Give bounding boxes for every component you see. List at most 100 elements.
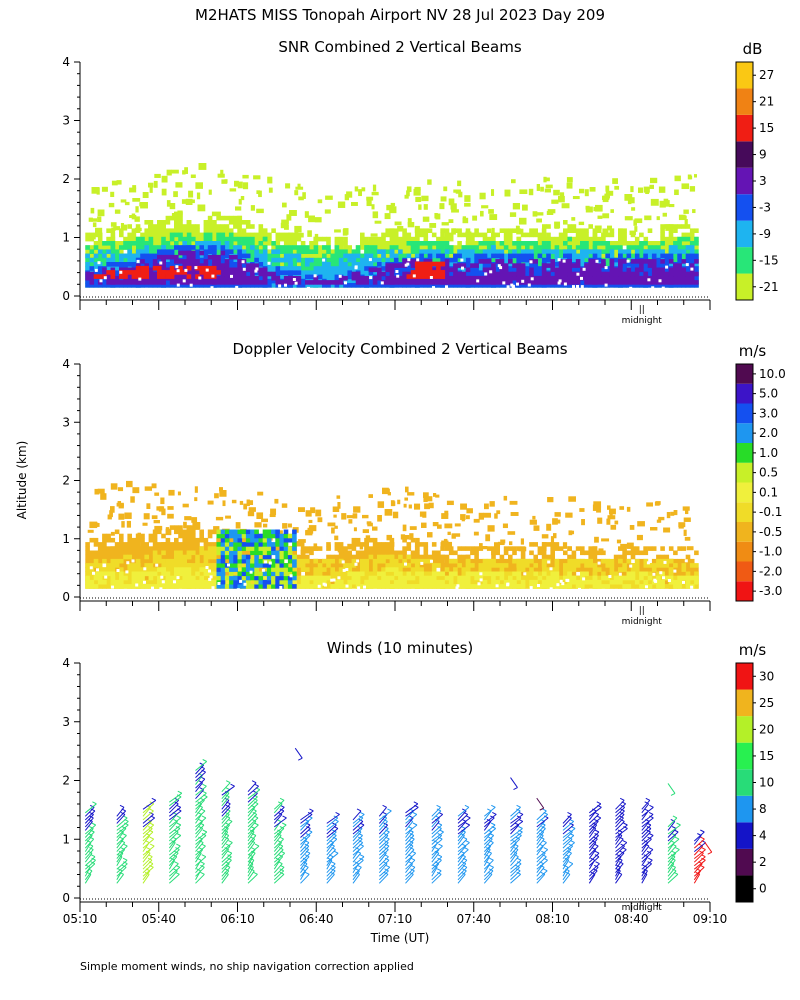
heatmap-speckle [572,196,580,200]
heatmap-speckle [284,224,289,230]
heatmap-cell [580,236,585,242]
heatmap-speckle [116,180,122,185]
heatmap-cell [182,228,187,233]
heatmap-cell [381,232,386,238]
heatmap-cell [216,215,221,221]
heatmap-cell [584,241,589,246]
heatmap-cell [97,236,103,242]
heatmap-cell [102,249,107,254]
heatmap-cell [279,274,285,280]
heatmap-cell [478,241,484,246]
heatmap-cell [326,257,331,263]
heatmap-cell [224,245,230,250]
heatmap-speckle [154,173,161,178]
heatmap-cell [622,241,627,246]
heatmap-cell [457,266,462,271]
heatmap-cell [668,224,674,229]
heatmap-cell [478,262,484,267]
heatmap-cell [152,249,158,254]
heatmap-cell [440,241,446,246]
heatmap-cell [592,228,598,233]
heatmap-speckle [175,182,183,188]
heatmap-cell [448,249,454,254]
heatmap-cell [512,249,517,254]
heatmap-speckle [604,193,611,199]
heatmap-cell [465,249,471,254]
heatmap-cell [245,224,251,229]
heatmap-cell [334,262,340,267]
heatmap-cell [601,245,606,250]
heatmap-speckle [551,199,559,204]
heatmap-cell [288,253,293,259]
heatmap-cell [495,241,500,246]
heatmap-speckle [111,227,116,232]
heatmap-cell [520,245,526,250]
heatmap-cell [199,232,204,238]
heatmap-cell [685,232,691,238]
heatmap-cell [588,236,593,242]
heatmap-cell [271,266,276,271]
heatmap-cell [478,249,484,254]
heatmap-cell [165,257,171,263]
heatmap-speckle [488,209,494,214]
heatmap-speckle [366,196,374,201]
heatmap-cell [529,245,534,250]
heatmap-cell [410,253,416,259]
heatmap-cell [245,245,251,250]
heatmap-speckle [371,191,379,196]
heatmap-speckle [692,209,696,214]
heatmap-cell [228,220,234,225]
heatmap-speckle [286,214,292,221]
heatmap-cell [296,266,302,271]
heatmap-cell [571,241,577,246]
heatmap-cell [406,249,412,254]
heatmap-cell [262,249,268,254]
heatmap-cell [512,228,517,233]
heatmap-cell [343,253,348,259]
heatmap-speckle [631,197,635,204]
heatmap-speckle [344,194,350,201]
heatmap-cell [571,249,577,254]
heatmap-speckle [644,215,652,221]
heatmap-speckle [515,225,520,229]
heatmap-cell [127,253,132,259]
heatmap-cell [148,249,154,254]
heatmap-cell [338,245,344,250]
heatmap-speckle [229,188,237,192]
heatmap-cell [402,241,407,246]
heatmap-cell [474,241,479,246]
heatmap-cell [271,245,276,250]
heatmap-cell [212,224,217,229]
heatmap-cell [630,253,636,259]
heatmap-speckle [181,199,188,204]
heatmap-cell [580,262,585,267]
heatmap-cell [377,236,382,242]
heatmap-cell [237,245,243,250]
heatmap-cell [283,253,289,259]
heatmap-cell [334,270,340,275]
heatmap-speckle [519,217,527,225]
heatmap-speckle [630,186,634,193]
heatmap-cell [368,245,374,250]
heatmap-cell [440,245,445,250]
heatmap-cell [212,228,217,233]
heatmap-speckle [434,213,438,219]
heatmap-cell [398,257,403,263]
heatmap-cell [351,249,357,254]
heatmap-cell [322,245,327,250]
heatmap-cell [533,232,538,238]
heatmap-cell [618,228,623,233]
heatmap-cell [364,257,369,263]
heatmap-cell [508,228,513,233]
heatmap-speckle [296,232,304,238]
heatmap-speckle [148,224,155,230]
heatmap-speckle [169,203,176,210]
heatmap-cell [364,236,369,242]
heatmap-cell [461,257,467,263]
heatmap-cell [495,249,500,254]
heatmap-cell [110,253,116,259]
heatmap-cell [368,241,374,246]
heatmap-cell [694,236,699,242]
heatmap-cell [317,257,323,263]
heatmap-cell [423,245,429,250]
